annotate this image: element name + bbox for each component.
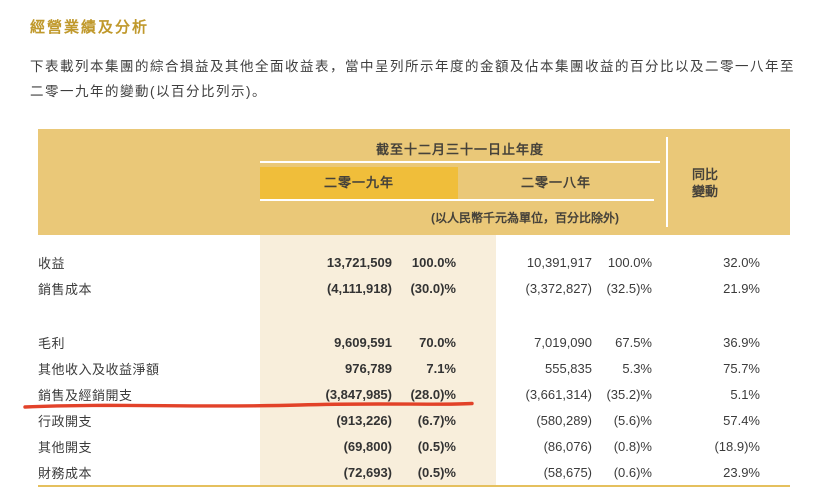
row-label: 其他開支 — [38, 439, 93, 455]
yoy-label-line-1: 同比 — [691, 167, 718, 182]
value-2019-percent: (30.0)% — [410, 280, 456, 296]
intro-paragraph: 下表載列本集團的綜合損益及其他全面收益表，當中呈列所示年度的金額及佔本集團收益的… — [30, 54, 795, 104]
value-2018-percent: 100.0% — [607, 254, 652, 270]
row-label: 銷售成本 — [38, 281, 93, 297]
table-row: 行政開支 (913,226) (6.7)% (580,289) (5.6)% 57.4% — [38, 407, 790, 433]
value-2018-percent: (35.2)% — [606, 386, 652, 402]
value-2018-amount: (58,675) — [543, 464, 592, 480]
value-2019-amount: (3,847,985) — [325, 386, 393, 402]
table-body: 收益 13,721,509 100.0% 10,391,917 100.0% 32.0% 銷… — [38, 235, 790, 485]
value-yoy: 57.4% — [723, 412, 760, 428]
value-2019-percent: (28.0)% — [410, 386, 456, 402]
header-underline-period — [260, 161, 660, 163]
value-2019-percent: (6.7)% — [417, 412, 456, 428]
table-row: 毛利 9,609,591 70.0% 7,019,090 67.5% 36.9% — [38, 329, 790, 355]
table-row: 其他開支 (69,800) (0.5)% (86,076) (0.8)% (18.9)% — [38, 433, 790, 459]
table-spacer-row — [38, 301, 790, 329]
table-row: 銷售及經銷開支 (3,847,985) (28.0)% (3,661,314) (35.… — [38, 381, 790, 407]
value-2019-amount: 9,609,591 — [334, 334, 392, 350]
value-2018-amount: (3,661,314) — [525, 386, 593, 402]
table-row: 其他收入及收益淨額 976,789 7.1% 555,835 5.3% 75.7% — [38, 355, 790, 381]
period-header: 截至十二月三十一日止年度 — [375, 142, 544, 157]
value-2018-percent: 5.3% — [622, 360, 652, 376]
section-title: 經營業績及分析 — [30, 19, 150, 36]
table-row: 財務成本 (72,693) (0.5)% (58,675) (0.6)% 23.9% — [38, 459, 790, 485]
column-2019-highlight-band — [260, 235, 496, 485]
value-2019-amount: (72,693) — [343, 464, 392, 480]
value-2018-percent: (0.8)% — [613, 438, 652, 454]
value-2018-amount: (580,289) — [536, 412, 592, 428]
value-2018-amount: 555,835 — [545, 360, 592, 376]
value-yoy: (18.9)% — [714, 438, 760, 454]
value-2018-amount: 7,019,090 — [534, 334, 592, 350]
value-2018-percent: (0.6)% — [613, 464, 652, 480]
value-2018-percent: (5.6)% — [613, 412, 652, 428]
value-yoy: 23.9% — [723, 464, 760, 480]
financial-table: 截至十二月三十一日止年度 二零一九年 二零一八年 (以人民幣千元為單位，百分比除… — [38, 129, 790, 487]
value-2018-amount: (3,372,827) — [525, 280, 593, 296]
header-vertical-divider — [666, 137, 668, 227]
header-underline-2019 — [260, 199, 458, 201]
row-label: 銷售及經銷開支 — [38, 387, 133, 403]
unit-note: (以人民幣千元為單位，百分比除外) — [431, 211, 619, 225]
value-yoy: 21.9% — [723, 280, 760, 296]
column-header-2018: 二零一八年 — [520, 175, 591, 190]
row-label: 行政開支 — [38, 413, 93, 429]
row-label: 毛利 — [38, 335, 66, 351]
value-2019-percent: 100.0% — [411, 254, 456, 270]
table-row: 收益 13,721,509 100.0% 10,391,917 100.0% 32.0% — [38, 249, 790, 275]
intro-line-1: 下表載列本集團的綜合損益及其他全面收益表，當中呈列所示年度的金額及佔本集團收益的… — [30, 59, 795, 74]
column-header-2019: 二零一九年 — [260, 167, 458, 199]
intro-line-2: 二零一九年的變動(以百分比列示)。 — [30, 84, 267, 99]
value-2019-percent: (0.5)% — [417, 438, 456, 454]
table-row: 銷售成本 (4,111,918) (30.0)% (3,372,827) (32.5)%… — [38, 275, 790, 301]
row-label: 收益 — [38, 255, 66, 271]
value-2019-amount: 13,721,509 — [326, 254, 392, 270]
value-yoy: 32.0% — [723, 254, 760, 270]
value-2019-percent: (0.5)% — [417, 464, 456, 480]
table-bottom-border — [38, 485, 790, 487]
row-label: 財務成本 — [38, 465, 93, 481]
value-2019-amount: (913,226) — [336, 412, 392, 428]
table-header: 截至十二月三十一日止年度 二零一九年 二零一八年 (以人民幣千元為單位，百分比除… — [38, 129, 790, 235]
value-yoy: 36.9% — [723, 334, 760, 350]
value-2018-amount: 10,391,917 — [526, 254, 592, 270]
value-yoy: 75.7% — [723, 360, 760, 376]
value-2018-amount: (86,076) — [543, 438, 592, 454]
row-label: 其他收入及收益淨額 — [38, 361, 160, 377]
yoy-label-line-2: 變動 — [691, 184, 718, 199]
value-2019-percent: 70.0% — [419, 334, 456, 350]
value-2019-amount: (69,800) — [343, 438, 392, 454]
value-2019-percent: 7.1% — [426, 360, 456, 376]
value-2019-amount: (4,111,918) — [326, 280, 392, 296]
value-2018-percent: (32.5)% — [606, 280, 652, 296]
column-header-yoy: 同比 變動 — [665, 166, 745, 200]
value-2018-percent: 67.5% — [615, 334, 652, 350]
header-underline-2018 — [458, 199, 654, 201]
value-yoy: 5.1% — [730, 386, 760, 402]
value-2019-amount: 976,789 — [345, 360, 392, 376]
